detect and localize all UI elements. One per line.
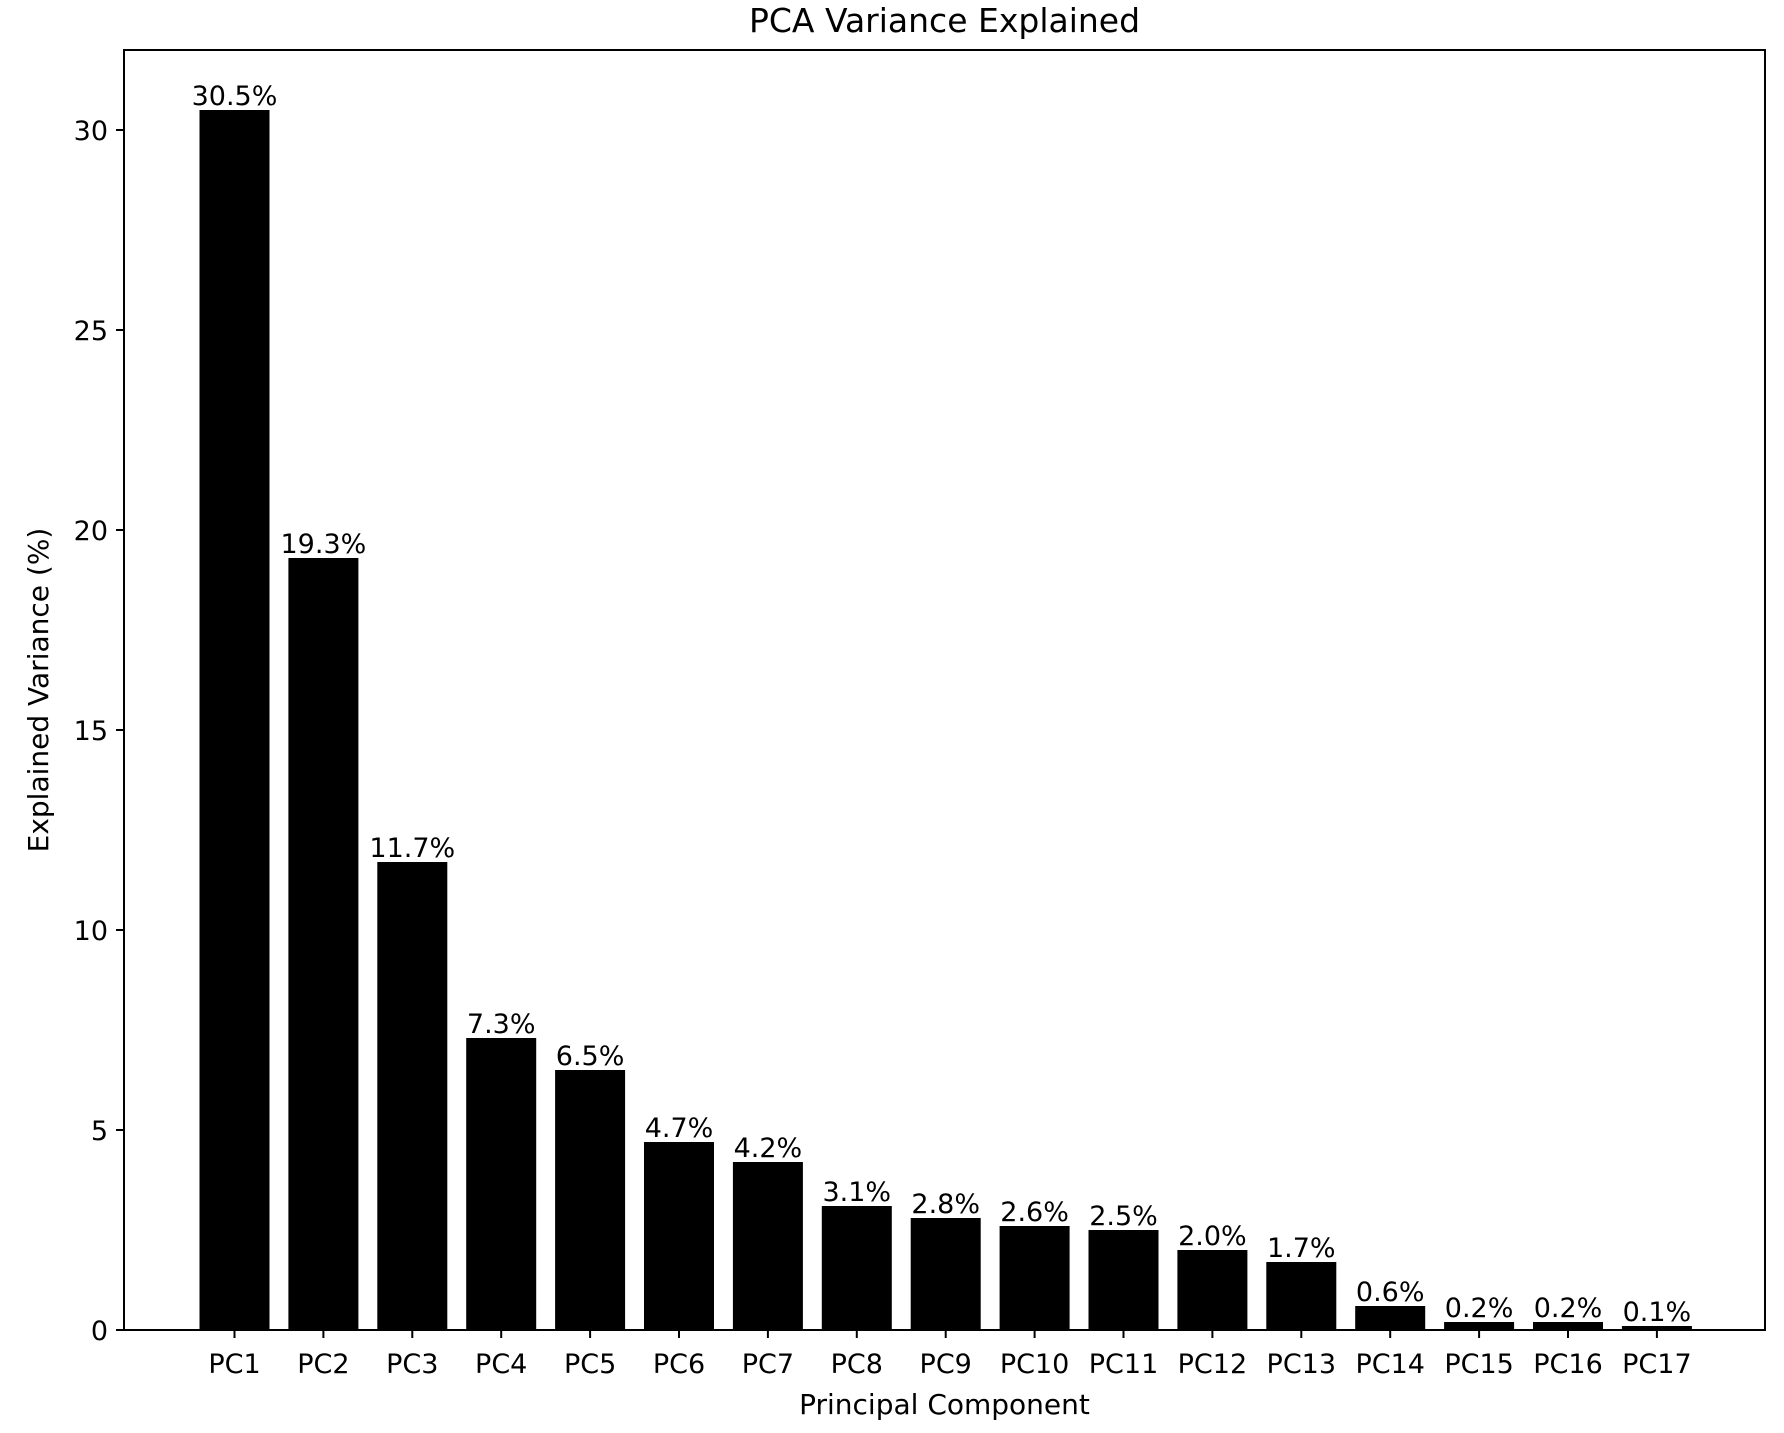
y-tick-label: 30 xyxy=(74,116,108,147)
bar-pc1 xyxy=(199,110,270,1330)
y-tick-label: 20 xyxy=(74,516,108,547)
y-axis-ticks: 0 5 10 15 20 25 30 xyxy=(74,116,124,1347)
plot-area xyxy=(124,50,1765,1330)
x-tick-label: PC13 xyxy=(1267,1349,1337,1380)
x-tick-label: PC16 xyxy=(1533,1349,1603,1380)
data-label-pc16: 0.2% xyxy=(1534,1293,1603,1324)
data-label-pc13: 1.7% xyxy=(1267,1233,1336,1264)
y-axis-label: Explained Variance (%) xyxy=(22,528,55,853)
x-tick-label: PC12 xyxy=(1178,1349,1248,1380)
x-tick-label: PC1 xyxy=(208,1349,260,1380)
chart-title: PCA Variance Explained xyxy=(749,1,1140,40)
bar-pc6 xyxy=(644,1142,714,1330)
x-tick-label: PC4 xyxy=(475,1349,527,1380)
x-tick-label: PC11 xyxy=(1089,1349,1159,1380)
x-tick-label: PC9 xyxy=(920,1349,972,1380)
data-label-pc6: 4.7% xyxy=(645,1113,714,1144)
bar-pc16 xyxy=(1533,1322,1603,1330)
x-tick-label: PC2 xyxy=(297,1349,349,1380)
y-tick-label: 5 xyxy=(91,1116,108,1147)
bars-group xyxy=(199,110,1692,1330)
x-tick-label: PC5 xyxy=(564,1349,616,1380)
data-label-pc12: 2.0% xyxy=(1178,1221,1247,1252)
bar-pc14 xyxy=(1355,1306,1426,1330)
y-tick-label: 15 xyxy=(74,716,108,747)
x-tick-label: PC3 xyxy=(386,1349,438,1380)
data-label-pc9: 2.8% xyxy=(911,1189,980,1220)
y-tick-label: 10 xyxy=(74,916,108,947)
plot-frame xyxy=(123,49,1766,1331)
data-labels-group: 30.5% 19.3% 11.7% 7.3% 6.5% 4.7% 4.2% 3.1% 2.8% 2… xyxy=(192,81,1692,1328)
bar-pc7 xyxy=(732,1162,803,1330)
x-tick-label: PC15 xyxy=(1444,1349,1514,1380)
data-label-pc10: 2.6% xyxy=(1000,1197,1069,1228)
bar-pc9 xyxy=(910,1218,981,1330)
bar-pc5 xyxy=(555,1070,626,1330)
bar-pc15 xyxy=(1444,1322,1515,1330)
bar-pc11 xyxy=(1088,1230,1159,1330)
data-label-pc1: 30.5% xyxy=(192,81,278,112)
bar-pc12 xyxy=(1177,1250,1248,1330)
data-label-pc3: 11.7% xyxy=(369,833,455,864)
x-tick-label: PC17 xyxy=(1622,1349,1692,1380)
data-label-pc15: 0.2% xyxy=(1445,1293,1514,1324)
bar-pc10 xyxy=(999,1226,1070,1330)
x-axis-label: Principal Component xyxy=(799,1388,1090,1421)
bar-pc2 xyxy=(288,558,359,1330)
data-label-pc4: 7.3% xyxy=(467,1009,536,1040)
x-tick-label: PC7 xyxy=(742,1349,794,1380)
data-label-pc14: 0.6% xyxy=(1356,1277,1425,1308)
data-label-pc2: 19.3% xyxy=(281,529,367,560)
data-label-pc5: 6.5% xyxy=(556,1041,625,1072)
x-axis-ticks: PC1 PC2 PC3 PC4 PC5 PC6 PC7 PC8 PC9 PC10 PC11 PC12 P… xyxy=(208,1330,1692,1380)
y-tick-label: 25 xyxy=(74,316,108,347)
data-label-pc11: 2.5% xyxy=(1089,1201,1158,1232)
data-label-pc17: 0.1% xyxy=(1623,1297,1692,1328)
data-label-pc8: 3.1% xyxy=(822,1177,891,1208)
x-tick-label: PC10 xyxy=(1000,1349,1070,1380)
bar-pc3 xyxy=(377,862,448,1330)
x-tick-label: PC6 xyxy=(653,1349,705,1380)
y-tick-label: 0 xyxy=(91,1316,108,1347)
bar-pc13 xyxy=(1266,1262,1337,1330)
bar-pc8 xyxy=(821,1206,892,1330)
data-label-pc7: 4.2% xyxy=(734,1133,803,1164)
x-tick-label: PC14 xyxy=(1355,1349,1425,1380)
bar-pc17 xyxy=(1621,1326,1692,1330)
x-tick-label: PC8 xyxy=(831,1349,883,1380)
bar-pc4 xyxy=(466,1038,537,1330)
